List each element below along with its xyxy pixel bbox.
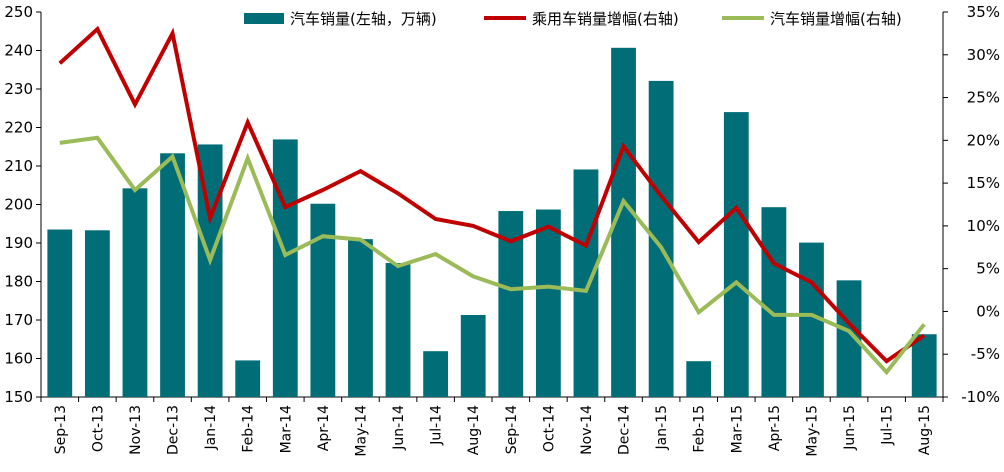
- x-tick-label: Jul-15: [880, 405, 896, 446]
- x-tick-label: Dec-14: [617, 405, 633, 455]
- bar: [84, 230, 110, 397]
- left-tick-label: 200: [4, 196, 33, 214]
- x-tick-label: Oct-14: [541, 405, 557, 452]
- right-tick-label: 5%: [976, 260, 1000, 278]
- legend-label: 汽车销量增幅(右轴): [770, 10, 902, 28]
- bar: [385, 263, 411, 397]
- x-tick-label: Oct-13: [90, 405, 106, 452]
- x-tick-label: Aug-15: [917, 405, 933, 455]
- left-tick-label: 190: [4, 234, 33, 252]
- right-tick-label: -5%: [971, 345, 1000, 363]
- x-tick-label: Jun-15: [842, 405, 858, 451]
- x-tick-label: Mar-14: [278, 405, 294, 453]
- right-tick-label: 0%: [976, 302, 1000, 320]
- x-tick-label: May-14: [353, 405, 369, 457]
- x-tick-label: May-15: [804, 405, 820, 457]
- x-tick-label: Mar-15: [729, 405, 745, 453]
- x-tick-label: Sep-14: [504, 405, 520, 454]
- bar: [686, 361, 712, 397]
- left-tick-label: 150: [4, 388, 33, 406]
- bar: [160, 153, 185, 397]
- x-tick-label: Jul-14: [429, 405, 445, 446]
- x-tick-label: Feb-14: [241, 405, 257, 453]
- right-tick-label: 10%: [967, 217, 1000, 235]
- left-tick-label: 230: [4, 80, 33, 98]
- left-tick-label: 240: [4, 42, 33, 60]
- legend-label: 汽车销量(左轴，万辆): [290, 10, 437, 28]
- legend-swatch: [244, 13, 284, 24]
- bar: [272, 139, 298, 397]
- bar: [761, 207, 787, 397]
- x-tick-label: Jan-15: [654, 405, 670, 450]
- x-tick-label: Dec-13: [166, 405, 182, 455]
- x-tick-label: Jan-14: [203, 405, 219, 451]
- x-tick-label: Nov-14: [579, 405, 595, 455]
- bar: [911, 334, 937, 397]
- right-tick-label: 20%: [967, 131, 1000, 149]
- left-tick-label: 160: [4, 350, 33, 368]
- x-tick-label: Nov-13: [128, 405, 144, 455]
- bar: [235, 360, 261, 397]
- series-line: [58, 25, 926, 364]
- x-tick-label: Sep-13: [53, 405, 69, 454]
- bar: [460, 314, 486, 397]
- x-tick-label: Feb-15: [692, 405, 708, 453]
- right-tick-label: -10%: [961, 388, 1000, 406]
- plot-area: 150 160 170 180 190 200 210 220 230 240 250 -10% -5%…: [4, 3, 1000, 457]
- x-tick-label: Aug-14: [466, 405, 482, 455]
- bar: [348, 239, 373, 397]
- bar: [122, 188, 148, 397]
- bar: [535, 209, 561, 397]
- bar: [723, 112, 749, 397]
- x-tick-label: Jun-14: [391, 405, 407, 451]
- right-tick-label: 15%: [967, 174, 1000, 192]
- bar: [47, 229, 73, 397]
- x-tick-label: Apr-14: [316, 405, 332, 451]
- right-tick-label: 30%: [967, 46, 1000, 64]
- left-tick-label: 250: [4, 3, 33, 21]
- bar: [573, 169, 599, 397]
- series-line: [59, 135, 926, 376]
- left-tick-label: 170: [4, 311, 33, 329]
- left-tick-label: 210: [4, 157, 33, 175]
- bar: [310, 203, 336, 397]
- legend-label: 乘用车销量增幅(右轴): [532, 10, 679, 28]
- right-tick-label: 35%: [967, 3, 1000, 21]
- left-tick-label: 180: [4, 273, 33, 291]
- left-tick-label: 220: [4, 119, 33, 137]
- x-tick-label: Apr-15: [767, 405, 783, 451]
- legend: 汽车销量(左轴，万辆) 乘用车销量增幅(右轴) 汽车销量增幅(右轴): [244, 10, 902, 28]
- right-tick-label: 25%: [967, 89, 1000, 107]
- bar: [423, 351, 449, 397]
